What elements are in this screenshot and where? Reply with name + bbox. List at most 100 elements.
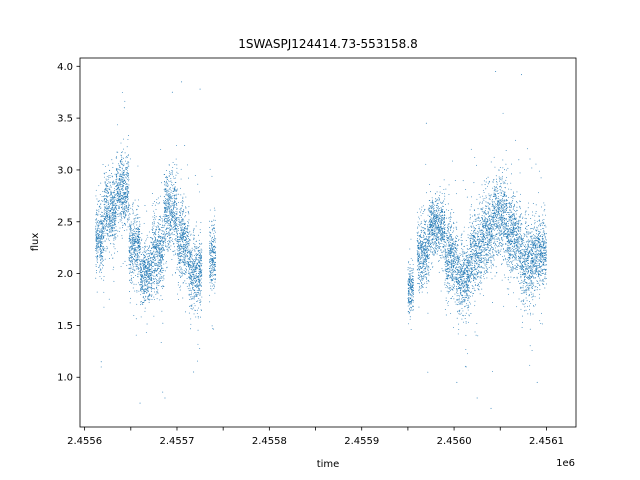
data-point <box>163 231 165 233</box>
data-point <box>120 215 122 217</box>
data-point <box>427 265 429 267</box>
data-point <box>99 268 101 270</box>
data-point <box>96 218 98 220</box>
data-point <box>141 280 143 282</box>
data-point <box>155 263 157 265</box>
data-point <box>117 251 119 253</box>
data-point <box>140 304 142 306</box>
data-point <box>143 285 145 287</box>
data-point <box>157 251 159 252</box>
data-point <box>170 225 172 227</box>
data-point <box>420 263 422 264</box>
data-point <box>136 261 138 263</box>
data-point <box>117 191 119 193</box>
data-point <box>112 201 114 203</box>
data-point <box>109 186 111 188</box>
data-point <box>103 230 105 232</box>
data-point <box>212 260 213 262</box>
data-point <box>411 285 413 286</box>
data-point <box>152 222 154 224</box>
data-point <box>156 282 158 284</box>
data-point <box>146 261 148 263</box>
data-point <box>180 207 182 209</box>
data-point <box>155 209 157 210</box>
data-point <box>126 191 128 192</box>
data-point <box>422 227 423 229</box>
data-point <box>127 163 129 165</box>
data-point <box>163 196 165 198</box>
data-point <box>123 180 125 182</box>
data-point <box>139 252 141 254</box>
data-point <box>108 187 110 189</box>
data-point <box>123 157 125 159</box>
data-point <box>112 220 114 222</box>
data-point <box>178 299 179 300</box>
data-point <box>162 259 164 261</box>
data-point <box>131 229 133 231</box>
data-point <box>176 224 178 226</box>
data-point <box>122 181 124 183</box>
data-point <box>180 272 182 274</box>
data-point <box>137 245 139 246</box>
data-point <box>95 234 97 236</box>
data-point <box>113 243 115 245</box>
data-point <box>192 286 193 288</box>
data-point <box>196 309 198 311</box>
data-point <box>147 295 149 297</box>
data-point <box>178 193 180 195</box>
data-point <box>211 268 213 270</box>
data-point <box>212 267 214 269</box>
data-point <box>417 253 419 255</box>
data-point <box>105 215 107 216</box>
data-point <box>159 235 161 237</box>
data-point <box>198 251 200 253</box>
data-point <box>166 227 168 229</box>
data-point <box>133 238 135 240</box>
data-point <box>150 291 152 293</box>
data-point <box>114 252 115 254</box>
data-point <box>409 279 411 281</box>
data-point <box>416 239 418 241</box>
data-point <box>183 249 185 251</box>
data-point <box>193 255 195 256</box>
data-point <box>154 291 156 293</box>
data-point <box>136 235 138 237</box>
data-point <box>186 236 188 238</box>
data-point <box>123 148 124 150</box>
data-point <box>164 219 165 221</box>
data-point <box>114 209 116 211</box>
data-point <box>148 255 150 257</box>
data-point <box>122 187 123 189</box>
data-point <box>142 275 144 277</box>
data-point <box>127 193 129 195</box>
data-point <box>201 263 203 265</box>
data-point <box>418 274 420 276</box>
data-point <box>106 205 108 207</box>
data-point <box>408 267 410 269</box>
data-point <box>140 276 142 278</box>
data-point <box>115 215 117 217</box>
data-point <box>146 270 148 272</box>
data-point <box>196 293 198 295</box>
data-point <box>119 192 121 194</box>
data-point <box>177 284 179 286</box>
data-point <box>421 277 423 279</box>
data-point <box>167 215 169 217</box>
data-point <box>179 221 181 223</box>
data-point <box>164 235 166 237</box>
data-point <box>410 284 412 286</box>
data-point <box>159 249 161 251</box>
data-point <box>162 216 164 218</box>
data-point <box>121 195 123 197</box>
data-point <box>137 239 139 241</box>
data-point <box>98 271 100 273</box>
data-point <box>412 283 414 285</box>
data-point <box>150 241 152 243</box>
data-point <box>176 229 178 231</box>
data-point <box>125 193 127 195</box>
data-point <box>187 240 189 242</box>
data-point <box>181 205 183 207</box>
data-point <box>425 286 427 288</box>
data-point <box>144 307 146 309</box>
data-point <box>144 262 146 264</box>
